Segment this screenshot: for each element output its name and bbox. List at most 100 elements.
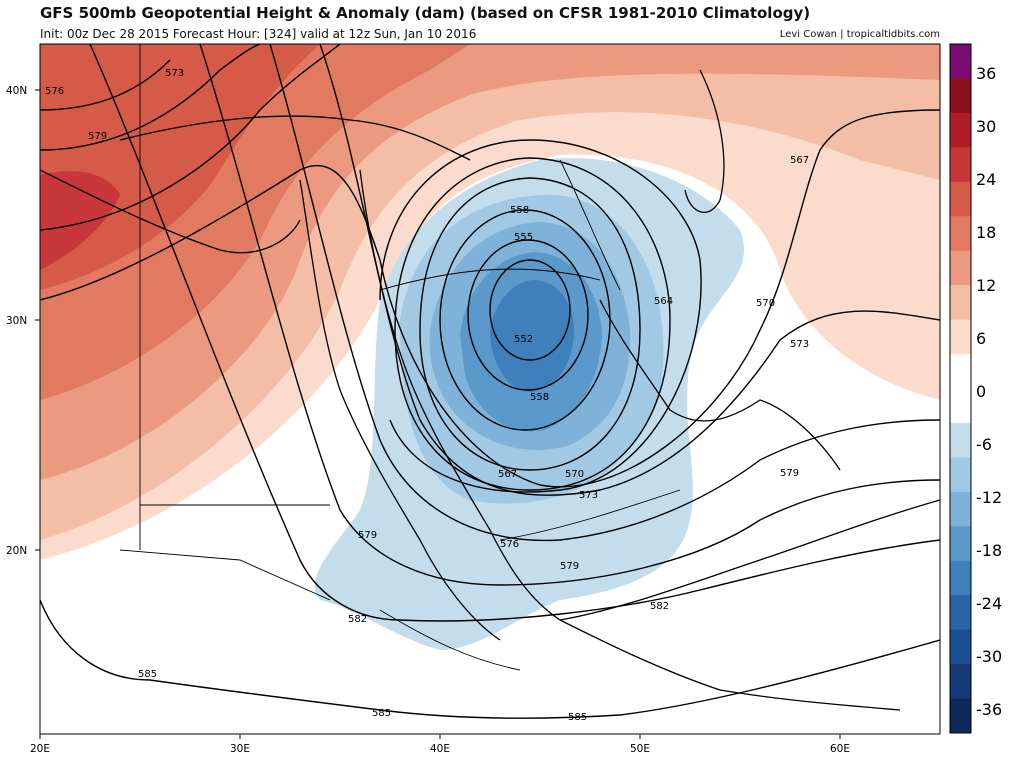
colorbar-label: 24 <box>976 170 996 189</box>
colorbar-block <box>950 664 971 700</box>
colorbar-block <box>950 112 971 148</box>
credit-text: Levi Cowan | tropicaltidbits.com <box>779 29 940 40</box>
contour-label: 573 <box>579 490 598 501</box>
colorbar-block <box>950 491 971 527</box>
contour-label: 558 <box>510 205 529 216</box>
lat-tick-label: 20N <box>6 545 27 557</box>
anomaly-band-neg-5 <box>490 280 575 392</box>
contour-label: 558 <box>530 392 549 403</box>
coastline-turkey <box>119 115 471 161</box>
colorbar-label: 6 <box>976 329 986 348</box>
colorbar-block <box>950 560 971 596</box>
colorbar-block <box>950 44 971 79</box>
colorbar-block <box>950 216 971 252</box>
lon-tick-label: 30E <box>230 743 250 755</box>
contour-label: 573 <box>790 339 809 350</box>
colorbar-block <box>950 457 971 493</box>
map-frame <box>39 43 941 735</box>
contour-561 <box>419 177 641 471</box>
colorbar-block <box>950 595 971 631</box>
contour-558 <box>439 209 611 431</box>
colorbar-label: -24 <box>976 594 1002 613</box>
contour-555 <box>467 239 589 391</box>
border-sudan-south <box>119 549 331 601</box>
contour-label: 567 <box>790 155 809 166</box>
colorbar-label: 18 <box>976 223 996 242</box>
lat-tick-label: 30N <box>6 315 27 327</box>
colorbar-block <box>950 78 971 114</box>
contour-564 <box>394 157 671 491</box>
contour-label: 552 <box>514 334 533 345</box>
colorbar-blocks <box>950 44 971 734</box>
contour-label: 576 <box>45 86 64 97</box>
colorbar-block <box>950 388 971 424</box>
colorbar-label: -12 <box>976 488 1002 507</box>
border-saudi-north <box>379 268 601 291</box>
anomaly-band-pos-6 <box>40 171 120 270</box>
colorbar-block <box>950 698 971 734</box>
contour-582 <box>89 44 940 622</box>
anomaly-band-pos-5 <box>40 44 320 290</box>
contour-label: 579 <box>88 131 107 142</box>
contour-label: 582 <box>650 601 669 612</box>
coastline-mediterranean <box>40 169 301 254</box>
contour-label: 573 <box>165 68 184 79</box>
colorbar-label: -6 <box>976 435 992 454</box>
contour-label: 585 <box>568 712 587 723</box>
contour-label: 579 <box>358 530 377 541</box>
colorbar-block <box>950 629 971 665</box>
lat-tick-label: 40N <box>6 85 27 97</box>
contour-570 <box>40 109 940 488</box>
contour-579 <box>40 44 940 586</box>
contour-label: 579 <box>560 561 579 572</box>
colorbar-frame <box>949 43 972 734</box>
contour-label: 570 <box>565 469 584 480</box>
contour-label: 555 <box>514 232 533 243</box>
contour-label: 582 <box>348 614 367 625</box>
anomaly-fill <box>40 44 940 650</box>
colorbar-labels: 36 30 24 18 12 6 0 -6 -12 -18 -24 -30 -3… <box>976 64 1002 719</box>
colorbar-label: 36 <box>976 64 996 83</box>
map-title: GFS 500mb Geopotential Height & Anomaly … <box>40 4 811 22</box>
contour-label: 585 <box>138 669 157 680</box>
contour-567 <box>379 139 702 493</box>
contour-585 <box>40 599 940 719</box>
colorbar-label: 0 <box>976 382 986 401</box>
colorbar-label: -30 <box>976 647 1002 666</box>
lat-axis: 20N 30N 40N <box>6 85 40 557</box>
coastline-persian-gulf <box>599 299 841 471</box>
contour-label: 579 <box>780 468 799 479</box>
colorbar-block <box>950 354 971 389</box>
colorbar-label: 12 <box>976 276 996 295</box>
colorbar-label: -36 <box>976 700 1002 719</box>
contour-label: 576 <box>500 539 519 550</box>
colorbar-block <box>950 285 971 321</box>
colorbar-label: 30 <box>976 117 996 136</box>
lon-tick-label: 20E <box>30 743 50 755</box>
contour-labels: 552 555 558 558 564 567 567 570 570 573 … <box>45 68 809 723</box>
contour-label: 567 <box>498 469 517 480</box>
border-iran-iraq <box>559 159 621 291</box>
colorbar-block <box>950 526 971 562</box>
contour-label: 585 <box>372 708 391 719</box>
map-subtitle: Init: 00z Dec 28 2015 Forecast Hour: [32… <box>40 27 477 41</box>
contour-576 <box>40 44 940 542</box>
colorbar-block <box>950 181 971 217</box>
lon-tick-label: 40E <box>430 743 450 755</box>
coastline-horn-africa <box>559 619 901 711</box>
country-borders <box>119 44 681 671</box>
colorbar-block <box>950 422 971 458</box>
lon-tick-label: 50E <box>630 743 650 755</box>
lon-tick-label: 60E <box>830 743 850 755</box>
colorbar-block <box>950 147 971 183</box>
contour-label: 564 <box>654 296 673 307</box>
colorbar-block <box>950 250 971 286</box>
coastline-caspian <box>684 69 725 213</box>
border-arabia-yemen <box>499 489 681 541</box>
colorbar-label: -18 <box>976 541 1002 560</box>
lon-axis: 20E 30E 40E 50E 60E <box>30 734 850 755</box>
contour-552 <box>489 259 571 361</box>
height-contours <box>40 44 940 719</box>
